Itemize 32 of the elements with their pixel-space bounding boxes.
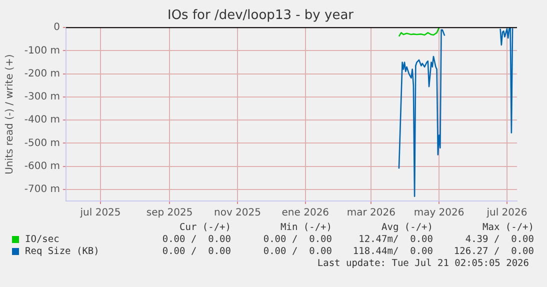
text: Max (-/+): [482, 222, 534, 232]
x-tick-label: sep 2025: [146, 208, 193, 219]
text: Cur (-/+): [178, 222, 231, 232]
y-tick-label: -400 m: [24, 114, 60, 126]
text: Avg (-/+): [380, 222, 433, 232]
x-tick-label: ene 2026: [282, 208, 330, 219]
y-axis-title: Units read (-) / write (+): [4, 54, 16, 174]
x-tick-label: nov 2025: [214, 208, 261, 219]
y-tick-label: -600 m: [24, 160, 60, 172]
chart-title: IOs for /dev/loop13 - by year: [167, 8, 354, 24]
x-tick-label: mar 2026: [346, 208, 396, 219]
y-tick-label: -100 m: [24, 45, 60, 56]
text: 118.44m/ 0.00: [352, 246, 433, 256]
text: 12.47m/ 0.00: [358, 234, 433, 244]
text: 0.00 / 0.00: [262, 234, 332, 244]
legend-label: Req Size (KB): [25, 246, 100, 256]
text: 4.39 / 0.00: [464, 234, 534, 244]
legend-label: IO/sec: [25, 234, 60, 244]
text: Min (-/+): [280, 222, 332, 232]
y-tick-label: -300 m: [24, 92, 60, 103]
y-tick-label: 0: [54, 22, 60, 34]
text: Last update: Tue Jul 21 02:05:05 2026: [317, 258, 529, 269]
x-tick-label: jul 2026: [486, 208, 528, 219]
y-tick-label: -500 m: [24, 138, 60, 149]
y-tick-label: -700 m: [24, 184, 60, 196]
text: 0.00 / 0.00: [161, 246, 231, 256]
x-tick-label: jul 2025: [79, 208, 121, 219]
y-tick-label: -200 m: [24, 68, 60, 80]
x-tick-label: may 2026: [414, 208, 464, 219]
text: 0.00 / 0.00: [161, 234, 231, 244]
text: 0.00 / 0.00: [262, 246, 332, 256]
text: 126.27 / 0.00: [452, 246, 534, 256]
